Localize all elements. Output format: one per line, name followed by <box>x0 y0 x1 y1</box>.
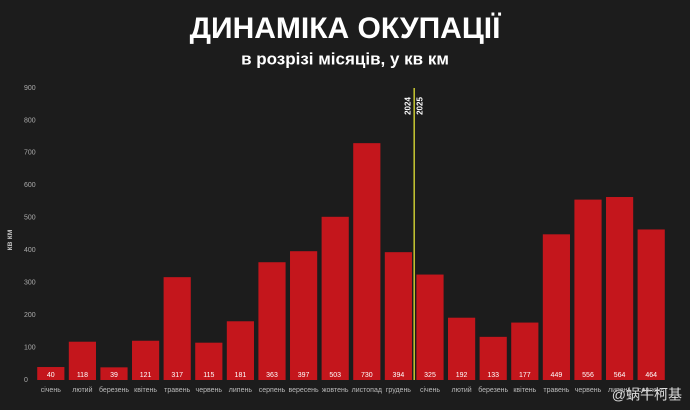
x-tick-label: серпень <box>638 387 665 394</box>
x-tick-label: вересень <box>288 387 319 394</box>
bar <box>606 197 634 380</box>
x-tick-label: січень <box>41 386 61 394</box>
value-label: 133 <box>487 372 499 379</box>
x-tick-label: травень <box>164 387 190 394</box>
value-label: 39 <box>110 372 118 379</box>
x-tick-label: січень <box>420 386 440 394</box>
value-label: 121 <box>140 372 152 379</box>
bar <box>68 341 96 380</box>
value-label: 177 <box>519 372 531 379</box>
x-tick-label: березень <box>99 386 129 394</box>
y-tick-label: 500 <box>24 215 36 222</box>
y-tick-label: 600 <box>24 182 36 189</box>
value-label: 730 <box>361 372 373 379</box>
value-label: 397 <box>298 372 310 379</box>
value-label: 115 <box>203 372 214 379</box>
y-tick-label: 900 <box>24 85 36 92</box>
bar <box>448 317 476 380</box>
value-label: 317 <box>171 372 183 379</box>
bar <box>321 216 349 380</box>
bar <box>132 340 160 380</box>
x-tick-label: грудень <box>386 387 411 394</box>
chart-title: ДИНАМІКА ОКУПАЦІЇ <box>190 12 501 45</box>
bar <box>574 199 602 380</box>
value-label: 464 <box>645 372 657 379</box>
bar <box>479 336 507 380</box>
x-tick-label: квітень <box>513 386 536 394</box>
x-tick-label: лютий <box>451 386 471 394</box>
annotation: 2025 <box>415 97 424 115</box>
bar <box>416 274 444 380</box>
bar <box>290 251 318 380</box>
x-tick-label: лютий <box>72 386 92 394</box>
x-tick-label: березень <box>478 386 508 394</box>
bar <box>195 342 223 380</box>
y-tick-label: 700 <box>24 150 36 157</box>
y-tick-label: 800 <box>24 117 36 124</box>
value-label: 394 <box>393 372 405 379</box>
y-tick-label: 0 <box>24 377 28 384</box>
y-tick-label: 200 <box>24 312 36 319</box>
value-label: 325 <box>424 372 436 379</box>
bar <box>100 367 128 380</box>
value-label: 363 <box>266 372 278 379</box>
bar <box>353 143 381 380</box>
value-label: 192 <box>456 372 468 379</box>
value-label: 181 <box>235 372 247 379</box>
value-label: 40 <box>47 372 55 379</box>
value-label: 503 <box>329 372 341 379</box>
x-tick-label: червень <box>196 387 223 394</box>
chart-subtitle: в розрізі місяців, у кв км <box>241 49 449 68</box>
bar <box>258 262 286 380</box>
x-tick-label: листопад <box>352 387 382 394</box>
x-tick-label: квітень <box>134 386 157 394</box>
y-axis-label: кв км <box>5 229 14 250</box>
y-tick-label: 100 <box>24 344 36 351</box>
annotation: 2024 <box>403 97 412 115</box>
bar <box>384 252 412 380</box>
x-tick-label: липень <box>608 387 632 394</box>
x-tick-label: серпень <box>259 387 286 394</box>
x-tick-label: червень <box>575 387 602 394</box>
bar <box>163 277 191 380</box>
value-label: 118 <box>77 372 88 379</box>
x-tick-label: жовтень <box>322 387 349 394</box>
x-tick-label: липень <box>229 387 253 394</box>
bar <box>226 321 254 380</box>
y-tick-label: 300 <box>24 280 36 287</box>
bar <box>511 322 539 380</box>
bar <box>542 234 570 380</box>
watermark: @蜗牛柯基 <box>612 387 682 403</box>
value-label: 449 <box>551 372 563 379</box>
y-tick-label: 400 <box>24 247 36 254</box>
bar <box>637 229 665 380</box>
value-label: 564 <box>614 372 626 379</box>
bar <box>37 367 65 380</box>
x-tick-label: травень <box>543 387 569 394</box>
value-label: 556 <box>582 372 594 379</box>
